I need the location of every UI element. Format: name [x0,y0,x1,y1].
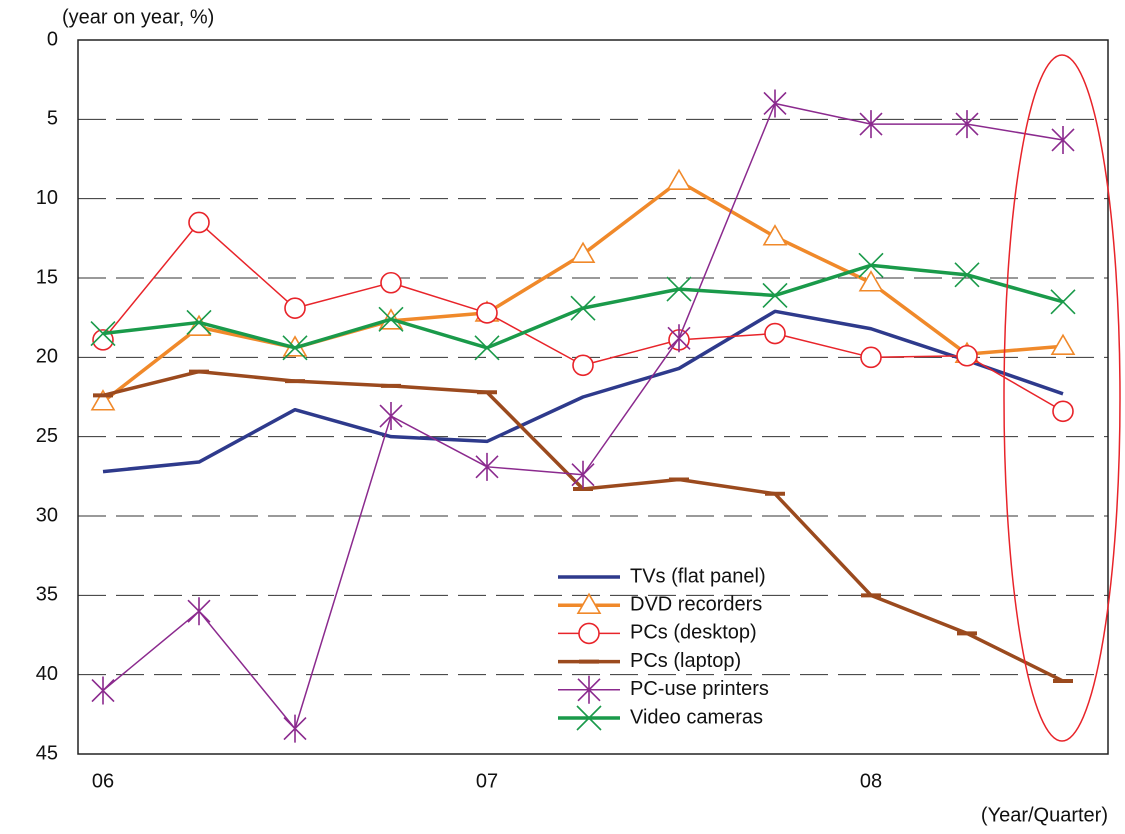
highlight-ellipse [1003,54,1121,742]
legend: TVs (flat panel) DVD recorders PCs (deskto… [558,565,769,731]
marker [92,329,114,351]
marker [1051,125,1075,154]
marker [762,224,788,246]
marker [380,271,402,294]
marker [186,309,212,335]
marker [667,324,691,353]
marker [577,675,601,704]
marker [188,211,210,234]
y-tick-label: 35 [36,584,58,606]
legend-label: PCs (laptop) [630,650,741,672]
marker [1050,289,1076,315]
grid [78,118,1108,676]
marker [764,322,786,345]
marker [283,714,307,743]
x-tick-label: 08 [860,770,882,792]
marker [571,460,595,489]
marker [858,252,884,278]
marker [379,402,403,431]
series-line [102,309,1064,474]
marker [954,262,980,288]
y-tick-label: 20 [36,346,58,368]
marker [956,344,978,367]
marker [666,168,692,191]
marker [378,306,404,332]
y-tick-label: 15 [36,266,58,288]
x-tick-label: 06 [92,770,114,792]
marker [955,110,979,139]
marker [187,597,211,626]
marker [1052,400,1074,423]
marker [578,622,600,645]
marker [91,676,115,705]
y-tick-label: 10 [36,187,58,209]
y-tick-label: 45 [36,742,58,764]
marker [475,452,499,481]
marker [860,346,882,369]
legend-label: Video cameras [630,706,763,728]
marker [666,276,692,302]
marker [476,302,498,324]
y-tick-label: 0 [47,28,58,50]
marker [858,270,884,292]
marker [859,110,883,139]
x-tick-label: 07 [476,770,498,792]
y-tick-label: 30 [36,504,58,526]
y-tick-label: 25 [36,425,58,447]
legend-label: PCs (desktop) [630,622,757,644]
marker [570,241,596,263]
marker [570,295,596,321]
marker [284,297,306,319]
marker [572,354,594,377]
marker [282,335,308,361]
marker [90,320,116,347]
legend-label: PC-use printers [630,678,769,700]
marker [90,389,116,411]
marker [763,89,787,118]
marker [1050,333,1076,356]
y-tick-label: 5 [47,108,58,130]
y-tick-label: 40 [36,663,58,685]
marker [576,705,602,731]
marker [762,282,788,309]
marker [576,592,602,614]
marker [474,335,500,361]
y-axis-label: (year on year, %) [62,6,214,28]
x-axis-label: (Year/Quarter) [981,804,1108,826]
plot [90,89,1076,743]
legend-label: DVD recorders [630,593,762,615]
legend-label: TVs (flat panel) [630,565,766,587]
plot-frame [77,39,1109,755]
